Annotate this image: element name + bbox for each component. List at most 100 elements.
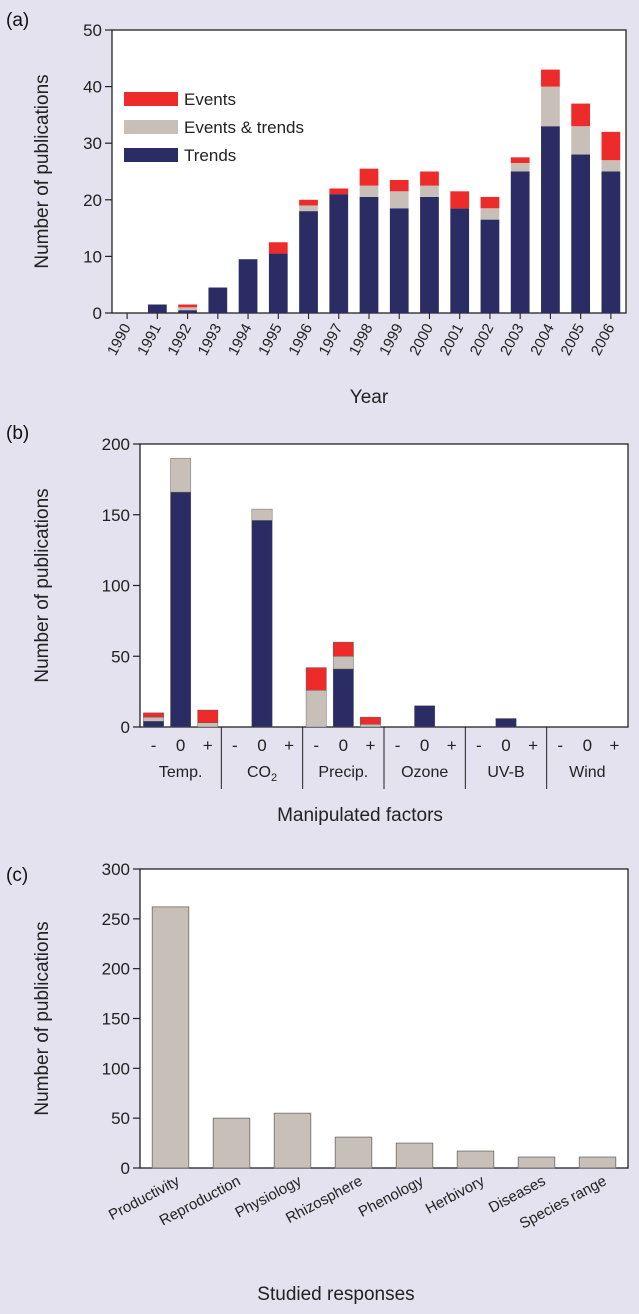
bar-events bbox=[450, 191, 470, 209]
bar-events bbox=[329, 188, 349, 195]
bar-trends bbox=[143, 721, 164, 728]
bar-events-trends bbox=[510, 163, 530, 172]
bar-events-trends bbox=[359, 185, 379, 197]
y-tick-label: 200 bbox=[102, 960, 130, 979]
y-tick-label: 40 bbox=[83, 78, 102, 97]
bar-trends bbox=[238, 259, 258, 313]
bar-trends bbox=[420, 196, 439, 313]
bar-events bbox=[601, 131, 621, 161]
bar-events-trends bbox=[305, 690, 327, 728]
bar-events-trends bbox=[332, 656, 354, 670]
y-tick-label: 0 bbox=[93, 304, 102, 323]
bar-trends bbox=[208, 287, 228, 313]
bar-events bbox=[143, 712, 164, 718]
x-axis-label: Year bbox=[350, 387, 389, 408]
y-tick-label: 150 bbox=[102, 506, 130, 525]
bar-events bbox=[332, 641, 354, 657]
bar-trends bbox=[450, 208, 470, 313]
x-tick-label: 0 bbox=[583, 736, 592, 755]
x-tick-label: - bbox=[151, 736, 157, 755]
y-axis-label: Number of publications bbox=[32, 488, 53, 682]
bar-trends bbox=[601, 171, 621, 313]
bar-events-trends bbox=[480, 208, 500, 220]
x-tick-label: + bbox=[284, 736, 294, 755]
bar-response bbox=[578, 1156, 617, 1169]
y-tick-label: 150 bbox=[102, 1010, 130, 1029]
bar-trends bbox=[178, 310, 197, 313]
plot-area bbox=[139, 443, 629, 728]
subscript: 2 bbox=[271, 772, 277, 784]
x-tick-label: - bbox=[395, 736, 401, 755]
y-tick-label: 50 bbox=[111, 1109, 130, 1128]
bar-events bbox=[359, 168, 379, 186]
y-tick-label: 10 bbox=[83, 247, 102, 266]
y-tick-label: 0 bbox=[121, 1159, 130, 1178]
bar-events bbox=[541, 69, 560, 87]
bar-events-trends bbox=[601, 160, 621, 172]
legend-swatch bbox=[124, 148, 178, 162]
bar-response bbox=[395, 1142, 434, 1169]
bar-events-trends bbox=[360, 723, 381, 728]
bar-events-trends bbox=[178, 307, 197, 311]
x-tick-label: - bbox=[232, 736, 238, 755]
bar-events bbox=[420, 171, 439, 186]
group-label: Temp. bbox=[159, 764, 203, 781]
group-label: Precip. bbox=[318, 764, 368, 781]
legend-label: Events bbox=[184, 90, 236, 109]
x-tick-label: - bbox=[313, 736, 319, 755]
y-tick-label: 100 bbox=[102, 1059, 130, 1078]
bar-trends bbox=[329, 194, 349, 313]
x-axis-label: Manipulated factors bbox=[277, 805, 443, 826]
bar-response bbox=[212, 1117, 251, 1169]
y-axis-label: Number of publications bbox=[32, 74, 53, 268]
bar-trends bbox=[414, 705, 436, 728]
bar-events bbox=[510, 157, 530, 164]
bar-response bbox=[151, 906, 190, 1169]
y-tick-label: 200 bbox=[102, 435, 130, 454]
bar-events-trends bbox=[170, 457, 192, 493]
y-tick-label: 0 bbox=[121, 718, 130, 737]
x-tick-label: 0 bbox=[501, 736, 510, 755]
x-tick-label: - bbox=[557, 736, 563, 755]
bar-events bbox=[178, 304, 197, 308]
legend-label: Events & trends bbox=[184, 118, 304, 137]
group-label: Ozone bbox=[401, 764, 448, 781]
group-label: CO2 bbox=[247, 764, 277, 784]
x-tick-label: + bbox=[528, 736, 538, 755]
bar-trends bbox=[299, 211, 318, 313]
bar-response bbox=[273, 1112, 312, 1169]
bar-events-trends bbox=[389, 191, 409, 209]
x-tick-label: 0 bbox=[339, 736, 348, 755]
group-label: Wind bbox=[569, 764, 605, 781]
bar-events-trends bbox=[197, 722, 219, 728]
bar-response bbox=[456, 1150, 495, 1169]
panel-label: (c) bbox=[6, 865, 28, 886]
x-tick-label: 0 bbox=[257, 736, 266, 755]
x-tick-label: 0 bbox=[420, 736, 429, 755]
bar-trends bbox=[389, 208, 409, 313]
bar-trends bbox=[170, 491, 192, 728]
bar-trends bbox=[268, 253, 288, 313]
bar-trends bbox=[251, 520, 273, 728]
x-tick-label: - bbox=[476, 736, 482, 755]
bar-events bbox=[305, 667, 327, 691]
bar-trends bbox=[510, 171, 530, 313]
bar-events-trends bbox=[420, 185, 439, 197]
bar-trends bbox=[147, 304, 167, 313]
y-tick-label: 30 bbox=[83, 134, 102, 153]
bar-events bbox=[268, 242, 288, 254]
bar-trends bbox=[541, 126, 560, 313]
y-tick-label: 300 bbox=[102, 860, 130, 879]
legend-swatch bbox=[124, 92, 178, 106]
bar-trends bbox=[332, 668, 354, 728]
bar-trends bbox=[359, 196, 379, 313]
bar-events-trends bbox=[143, 716, 164, 722]
x-tick-label: + bbox=[365, 736, 375, 755]
bar-events bbox=[480, 196, 500, 209]
x-axis-label: Studied responses bbox=[257, 1284, 414, 1305]
bar-events bbox=[360, 716, 381, 725]
y-tick-label: 20 bbox=[83, 191, 102, 210]
bar-trends bbox=[495, 718, 517, 728]
